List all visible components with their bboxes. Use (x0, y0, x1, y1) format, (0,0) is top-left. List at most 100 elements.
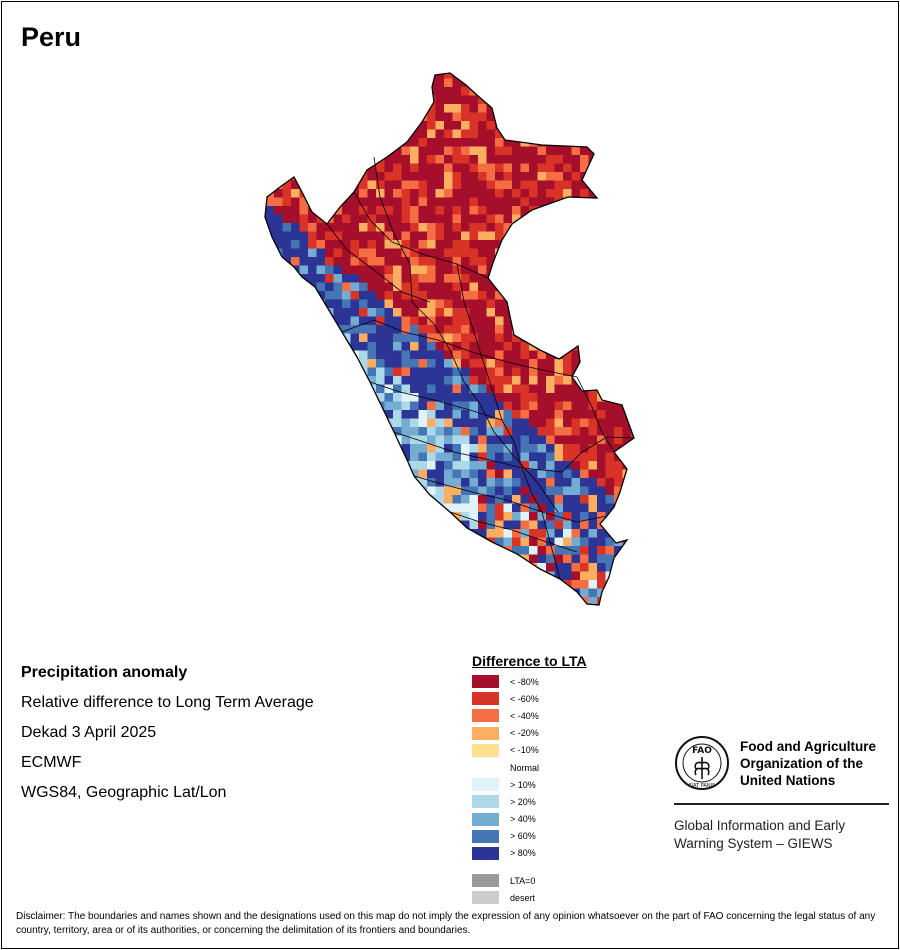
grid-cell (529, 138, 538, 147)
grid-cell (427, 427, 436, 436)
grid-cell (495, 384, 504, 394)
grid-cell (461, 206, 470, 215)
grid-cell (427, 452, 436, 462)
grid-cell (435, 316, 445, 326)
grid-cell (614, 146, 623, 156)
grid-cell (367, 537, 377, 547)
grid-cell (512, 571, 521, 581)
grid-cell (274, 342, 283, 351)
grid-cell (461, 427, 470, 436)
grid-cell (640, 79, 649, 88)
grid-cell (588, 206, 598, 215)
grid-cell (333, 112, 343, 122)
grid-cell (274, 435, 283, 445)
grid-cell (478, 291, 487, 300)
grid-cell (554, 129, 564, 139)
grid-cell (325, 172, 334, 181)
grid-cell (427, 410, 436, 419)
grid-cell (469, 444, 479, 453)
grid-cell (299, 529, 309, 538)
grid-cell (376, 299, 385, 309)
grid-cell (640, 512, 649, 521)
grid-cell (265, 418, 275, 428)
grid-cell (546, 359, 555, 368)
grid-cell (580, 231, 589, 241)
grid-cell (588, 461, 598, 470)
grid-cell (359, 121, 368, 130)
grid-cell (614, 325, 623, 334)
grid-cell (265, 316, 266, 326)
grid-cell (571, 401, 581, 411)
grid-cell (503, 469, 513, 479)
grid-cell (274, 588, 283, 598)
grid-cell (469, 435, 479, 445)
grid-cell (418, 554, 428, 564)
grid-cell (452, 563, 462, 572)
grid-cell (529, 316, 538, 326)
grid-cell (308, 571, 317, 581)
grid-cell (316, 435, 326, 445)
grid-cell (614, 265, 623, 275)
grid-cell (427, 384, 436, 394)
grid-cell (631, 554, 634, 564)
grid-cell (393, 512, 402, 521)
grid-cell (325, 163, 334, 173)
grid-cell (580, 104, 589, 113)
grid-cell (597, 478, 606, 487)
grid-cell (597, 231, 606, 241)
grid-cell (427, 554, 436, 564)
grid-cell (588, 588, 598, 598)
grid-cell (631, 580, 634, 589)
grid-cell (478, 606, 487, 615)
grid-cell (554, 495, 564, 504)
grid-cell (563, 597, 572, 605)
grid-cell (410, 189, 419, 198)
grid-cell (478, 384, 487, 394)
grid-cell (350, 155, 360, 164)
grid-cell (486, 342, 496, 351)
grid-cell (427, 512, 436, 521)
grid-cell (418, 597, 428, 605)
grid-cell (444, 376, 453, 385)
grid-cell (274, 240, 283, 249)
grid-cell (622, 299, 632, 309)
grid-cell (274, 367, 283, 377)
grid-cell (452, 580, 462, 589)
grid-cell (350, 486, 360, 496)
grid-cell (342, 240, 351, 249)
grid-cell (393, 384, 402, 394)
grid-cell (452, 495, 462, 504)
grid-cell (427, 206, 436, 215)
grid-cell (265, 282, 275, 292)
grid-cell (418, 418, 428, 428)
grid-cell (554, 104, 564, 113)
grid-cell (325, 78, 334, 88)
grid-cell (299, 78, 309, 88)
grid-cell (308, 503, 317, 513)
grid-cell (316, 418, 326, 428)
grid-cell (316, 265, 326, 275)
grid-cell (367, 121, 377, 130)
grid-cell (571, 78, 581, 88)
grid-cell (393, 529, 402, 538)
grid-cell (571, 265, 581, 275)
grid-cell (316, 223, 326, 232)
grid-cell (410, 427, 419, 436)
fao-emblem-icon: FAO FIAT PANIS (675, 736, 729, 790)
grid-cell (605, 486, 615, 496)
anomaly-heading: Precipitation anomaly (21, 664, 188, 681)
grid-cell (588, 172, 598, 181)
grid-cell (282, 163, 292, 173)
grid-cell (554, 155, 564, 164)
grid-cell (350, 333, 360, 343)
grid-cell (308, 274, 317, 283)
legend-item: < -80% (472, 673, 587, 690)
grid-cell (282, 384, 292, 394)
grid-cell (520, 248, 530, 258)
grid-cell (622, 248, 632, 258)
grid-cell (605, 350, 615, 360)
grid-cell (418, 180, 428, 190)
grid-cell (418, 495, 428, 504)
grid-cell (410, 503, 419, 513)
grid-cell (452, 257, 462, 266)
